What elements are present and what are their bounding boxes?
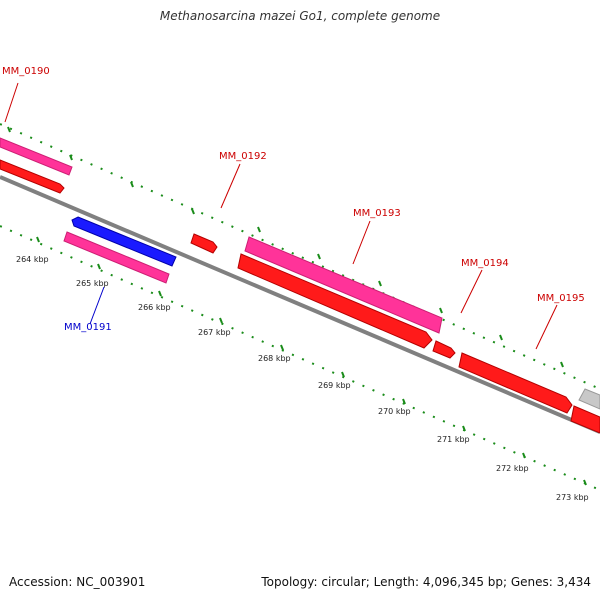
cds-arrow-mm0191[interactable]	[71, 216, 177, 267]
scale-label: 268 kbp	[258, 354, 291, 363]
upper-major-tick	[378, 280, 382, 287]
gene-labels: MM_0190 MM_0191 MM_0192 MM_0193 MM_0194 …	[2, 66, 585, 333]
lower-major-tick	[36, 236, 40, 243]
scale-label: 265 kbp	[76, 279, 109, 288]
leader-mm0191	[89, 286, 105, 325]
upper-tick-dots	[0, 123, 600, 390]
lower-major-tick	[97, 263, 101, 270]
scale-label: 271 kbp	[437, 435, 470, 444]
lower-major-tick	[219, 317, 223, 324]
lower-tick-track	[0, 225, 600, 491]
lower-major-tick	[402, 398, 406, 405]
backbone-line	[0, 175, 600, 434]
upper-major-tick	[69, 154, 73, 161]
upper-major-tick	[317, 253, 321, 260]
gene-label-mm0195[interactable]: MM_0195	[537, 293, 585, 304]
scale-label: 267 kbp	[198, 328, 231, 337]
lower-major-tick	[341, 371, 345, 378]
scale-label: 272 kbp	[496, 464, 529, 473]
cds-arrow-mm0194[interactable]	[432, 340, 456, 359]
leader-mm0192	[220, 163, 241, 209]
leader-lines	[4, 82, 558, 350]
upper-tick-track	[0, 123, 600, 390]
features	[0, 137, 600, 434]
scale-label: 273 kbp	[556, 493, 589, 502]
backbone	[0, 175, 600, 434]
cds-arrow-mm0195[interactable]	[458, 352, 573, 414]
cds-arrow-mm0190[interactable]	[0, 159, 65, 194]
accession-text: Accession: NC_003901	[9, 575, 146, 589]
lower-major-tick	[280, 344, 284, 351]
lower-major-tick	[158, 290, 162, 297]
scale-label: 269 kbp	[318, 381, 351, 390]
gene-label-mm0194[interactable]: MM_0194	[461, 258, 509, 269]
scale-label: 270 kbp	[378, 407, 411, 416]
upper-major-tick	[439, 307, 443, 314]
scale-labels: 264 kbp 265 kbp 266 kbp 267 kbp 268 kbp …	[16, 255, 589, 502]
lower-major-tick	[583, 479, 587, 486]
upper-major-tick	[257, 226, 261, 233]
upper-major-tick	[130, 181, 134, 188]
cds-arrow-mm0192[interactable]	[190, 233, 218, 254]
gene-label-mm0193[interactable]: MM_0193	[353, 208, 401, 219]
cds-arrow-mm0193[interactable]	[237, 253, 433, 349]
upper-major-tick	[191, 208, 195, 215]
upper-major-tick	[499, 334, 503, 341]
lower-major-tick	[462, 425, 466, 432]
cds-arrow-next[interactable]	[570, 405, 600, 434]
lower-major-tick	[522, 452, 526, 459]
leader-mm0193	[352, 220, 371, 265]
leader-mm0194	[460, 269, 483, 314]
scale-label: 264 kbp	[16, 255, 49, 264]
gene-label-mm0191[interactable]: MM_0191	[64, 322, 112, 333]
gene-label-mm0192[interactable]: MM_0192	[219, 151, 267, 162]
scale-label: 266 kbp	[138, 303, 171, 312]
map-title: Methanosarcina mazei Go1, complete genom…	[159, 9, 441, 23]
gene-bar-mm0191[interactable]	[63, 231, 170, 284]
leader-mm0190	[4, 82, 19, 123]
gene-bar-mm0193[interactable]	[244, 236, 443, 334]
upper-major-tick	[560, 361, 564, 368]
genome-summary-text: Topology: circular; Length: 4,096,345 bp…	[261, 575, 591, 589]
gene-bar-mm0190[interactable]	[0, 137, 73, 176]
other-feature-bar[interactable]	[578, 388, 600, 410]
upper-major-tick	[7, 126, 11, 133]
leader-mm0195	[535, 304, 558, 350]
gene-label-mm0190[interactable]: MM_0190	[2, 66, 50, 77]
